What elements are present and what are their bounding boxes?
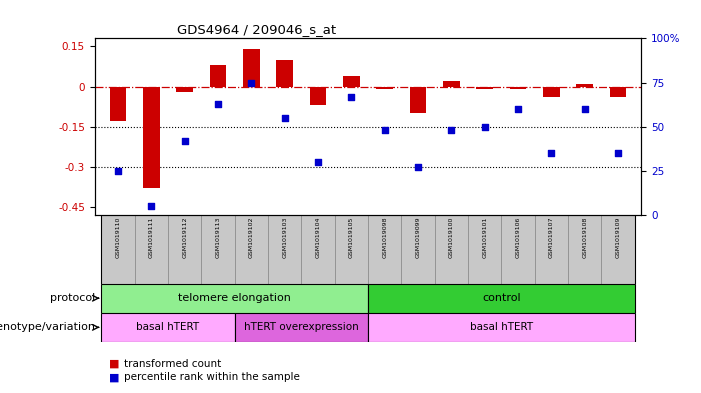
Text: percentile rank within the sample: percentile rank within the sample [124,372,300,382]
Point [613,150,624,156]
Text: basal hTERT: basal hTERT [137,322,200,332]
Bar [201,215,235,284]
Text: GSM1019101: GSM1019101 [482,217,487,258]
Bar [135,215,168,284]
Text: GSM1019107: GSM1019107 [549,217,554,258]
Bar [243,49,259,86]
Point [446,127,457,133]
Bar [235,313,368,342]
Bar [610,86,627,97]
Text: transformed count: transformed count [124,358,222,369]
Point [379,127,390,133]
Bar [477,86,493,89]
Text: basal hTERT: basal hTERT [470,322,533,332]
Text: GSM1019105: GSM1019105 [349,217,354,258]
Bar [268,215,301,284]
Bar [102,215,135,284]
Bar [443,81,460,86]
Text: control: control [482,293,521,303]
Bar [177,86,193,92]
Bar [343,76,360,86]
Text: GSM1019112: GSM1019112 [182,217,187,258]
Text: GDS4964 / 209046_s_at: GDS4964 / 209046_s_at [177,23,336,36]
Text: ■: ■ [109,358,119,369]
Point [546,150,557,156]
Bar [601,215,634,284]
Bar [535,215,568,284]
Text: telomere elongation: telomere elongation [178,293,291,303]
Point [313,159,324,165]
Point [412,164,423,170]
Bar [334,215,368,284]
Bar [168,215,201,284]
Text: GSM1019100: GSM1019100 [449,217,454,258]
Point [212,101,224,107]
Text: genotype/variation: genotype/variation [0,322,95,332]
Bar [143,86,160,188]
Bar [510,86,526,89]
Bar [409,86,426,113]
Bar [109,86,126,121]
Point [246,79,257,86]
Text: ■: ■ [109,372,119,382]
Text: GSM1019103: GSM1019103 [283,217,287,258]
Bar [301,215,334,284]
Bar [501,215,535,284]
Text: GSM1019102: GSM1019102 [249,217,254,258]
Bar [568,215,601,284]
Point [112,167,123,174]
Text: GSM1019108: GSM1019108 [583,217,587,258]
Point [279,115,290,121]
Text: GSM1019110: GSM1019110 [116,217,121,258]
Text: GSM1019098: GSM1019098 [382,217,387,258]
Bar [435,215,468,284]
Bar [310,86,327,105]
Bar [210,65,226,86]
Point [579,106,590,112]
Point [512,106,524,112]
Text: GSM1019104: GSM1019104 [315,217,320,258]
Bar [235,215,268,284]
Text: protocol: protocol [50,293,95,303]
Bar [368,313,634,342]
Bar [368,215,402,284]
Bar [368,284,634,313]
Text: GSM1019111: GSM1019111 [149,217,154,258]
Bar [102,284,368,313]
Bar [276,60,293,86]
Text: GSM1019113: GSM1019113 [215,217,221,258]
Bar [468,215,501,284]
Bar [402,215,435,284]
Bar [376,86,393,89]
Bar [543,86,559,97]
Point [479,123,490,130]
Bar [576,84,593,86]
Text: GSM1019099: GSM1019099 [416,217,421,258]
Text: GSM1019109: GSM1019109 [615,217,620,258]
Text: hTERT overexpression: hTERT overexpression [244,322,359,332]
Bar [102,313,235,342]
Point [346,94,357,100]
Point [146,203,157,209]
Text: GSM1019106: GSM1019106 [515,217,521,258]
Point [179,138,190,144]
